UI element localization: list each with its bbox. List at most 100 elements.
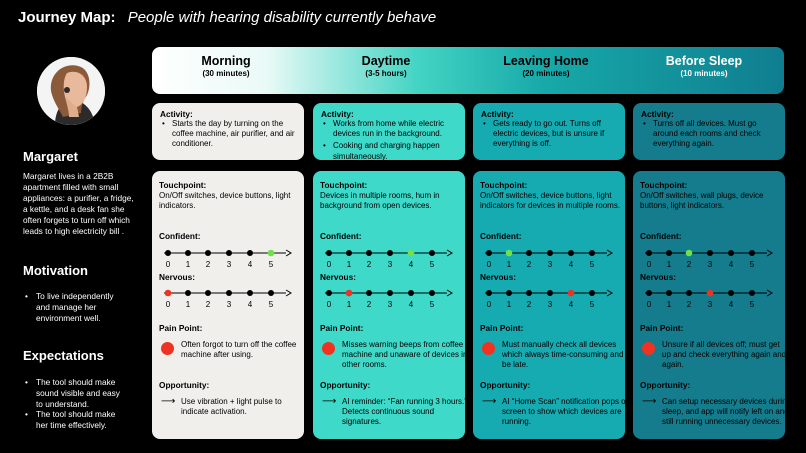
motivation-item: To live independently and manage her env… xyxy=(25,291,129,323)
scale-dot xyxy=(526,250,532,256)
expectations-list: The tool should make sound visible and e… xyxy=(25,377,129,431)
phase-name: Leaving Home xyxy=(503,54,589,68)
scale-tick-label: 1 xyxy=(186,300,191,309)
scale-tick-label: 0 xyxy=(647,300,652,309)
pain-point-heading: Pain Point: xyxy=(320,323,364,333)
scale-tick-label: 3 xyxy=(388,260,393,269)
scale-dot xyxy=(547,250,553,256)
phase-name: Daytime xyxy=(361,54,411,68)
detail-card-morning: Touchpoint: On/Off switches, device butto… xyxy=(152,171,304,439)
scale-tick-label: 5 xyxy=(590,260,595,269)
opportunity-text: Use vibration + light pulse to indicate … xyxy=(181,397,282,417)
scale-tick-label: 2 xyxy=(367,260,372,269)
scale-dot xyxy=(429,290,435,296)
activity-list: Works from home while electric devices r… xyxy=(323,119,459,164)
nervous-level-marker xyxy=(164,289,172,297)
phase-header-leaving-home: Leaving Home (20 minutes) xyxy=(476,54,616,78)
persona-name: Margaret xyxy=(23,149,78,164)
scale-dot xyxy=(247,290,253,296)
scale-dot xyxy=(247,250,253,256)
scale-dot xyxy=(268,290,274,296)
detail-card-before-sleep: Touchpoint: On/Off switches, wall plugs, … xyxy=(633,171,791,439)
phase-duration: (3-5 hours) xyxy=(365,69,407,78)
scale-tick-label: 0 xyxy=(647,260,652,269)
detail-card-daytime: Touchpoint: Devices in multiple rooms, hu… xyxy=(313,171,468,439)
phase-duration: (10 minutes) xyxy=(680,69,728,78)
scale-dot xyxy=(568,250,574,256)
activity-item: Works from home while electric devices r… xyxy=(323,119,459,139)
confident-level-marker xyxy=(267,249,275,257)
scale-tick-label: 0 xyxy=(327,260,332,269)
pain-point-dot-icon xyxy=(161,342,174,355)
touchpoint-text: On/Off switches, wall plugs, device butt… xyxy=(640,191,764,210)
scale-tick-label: 0 xyxy=(327,300,332,309)
pain-point-dot-icon xyxy=(482,342,495,355)
scale-dot xyxy=(728,290,734,296)
pain-point-dot-icon xyxy=(322,342,335,355)
scale-tick-label: 4 xyxy=(569,300,574,309)
arrow-right-icon: ⟶ xyxy=(322,396,337,407)
activity-heading: Activity: xyxy=(321,109,354,119)
avatar xyxy=(37,57,105,125)
touchpoint-heading: Touchpoint: xyxy=(320,180,368,190)
scale-tick-label: 3 xyxy=(227,260,232,269)
scale-tick-label: 2 xyxy=(527,260,532,269)
scale-dot xyxy=(486,290,492,296)
scale-tick-label: 2 xyxy=(687,260,692,269)
scale-tick-label: 4 xyxy=(729,260,734,269)
scale-tick-label: 5 xyxy=(430,260,435,269)
opportunity-heading: Opportunity: xyxy=(480,380,531,390)
scale-dot xyxy=(728,250,734,256)
scale-dot xyxy=(749,290,755,296)
activity-item: Starts the day by turning on the coffee … xyxy=(162,119,298,150)
detail-card-leaving-home: Touchpoint: On/Off switches, device butto… xyxy=(473,171,630,439)
pain-point-text: Misses warning beeps from coffee machine… xyxy=(342,340,468,370)
phase-header-morning: Morning (30 minutes) xyxy=(156,54,296,78)
scale-dot xyxy=(326,290,332,296)
page-title: Journey Map: People with hearing disabil… xyxy=(18,9,436,26)
scale-dot xyxy=(366,250,372,256)
confident-heading: Confident: xyxy=(159,231,201,241)
scale-dot xyxy=(646,290,652,296)
activity-heading: Activity: xyxy=(481,109,514,119)
opportunity-heading: Opportunity: xyxy=(320,380,371,390)
opportunity-heading: Opportunity: xyxy=(159,380,210,390)
nervous-heading: Nervous: xyxy=(320,272,356,282)
activity-card-leaving-home: Activity:Gets ready to go out. Turns off… xyxy=(473,103,625,160)
nervous-heading: Nervous: xyxy=(480,272,516,282)
nervous-heading: Nervous: xyxy=(640,272,676,282)
scale-tick-label: 5 xyxy=(430,300,435,309)
touchpoint-heading: Touchpoint: xyxy=(159,180,207,190)
nervous-scale: 0 1 2 3 4 5 xyxy=(313,285,465,311)
touchpoint-heading: Touchpoint: xyxy=(640,180,688,190)
persona-bio: Margaret lives in a 2B2B apartment fille… xyxy=(23,171,134,236)
scale-dot xyxy=(185,250,191,256)
scale-tick-label: 4 xyxy=(248,300,253,309)
scale-dot xyxy=(666,250,672,256)
scale-tick-label: 5 xyxy=(750,260,755,269)
scale-tick-label: 5 xyxy=(590,300,595,309)
scale-tick-label: 0 xyxy=(166,260,171,269)
scale-tick-label: 1 xyxy=(667,260,672,269)
motivation-list: To live independently and manage her env… xyxy=(25,291,129,323)
touchpoint-text: Devices in multiple rooms, hum in backgr… xyxy=(320,191,440,210)
opportunity-text: AI “Home Scan” notification pops on scre… xyxy=(502,397,631,427)
confident-heading: Confident: xyxy=(320,231,362,241)
activity-list: Gets ready to go out. Turns off electric… xyxy=(483,119,619,152)
nervous-scale: 0 1 2 3 4 5 xyxy=(633,285,785,311)
scale-tick-label: 1 xyxy=(667,300,672,309)
scale-tick-label: 4 xyxy=(248,260,253,269)
title-subtitle: People with hearing disability currently… xyxy=(127,9,437,26)
arrow-right-icon: ⟶ xyxy=(482,396,497,407)
nervous-level-marker xyxy=(345,289,353,297)
scale-dot xyxy=(366,290,372,296)
scale-dot xyxy=(547,290,553,296)
scale-dot xyxy=(526,290,532,296)
scale-tick-label: 3 xyxy=(388,300,393,309)
arrow-right-icon: ⟶ xyxy=(161,396,176,407)
scale-dot xyxy=(408,290,414,296)
opportunity-text: AI reminder: “Fan running 3 hours.” Dete… xyxy=(342,397,467,427)
scale-tick-label: 4 xyxy=(569,260,574,269)
scale-tick-label: 3 xyxy=(708,300,713,309)
scale-tick-label: 0 xyxy=(487,300,492,309)
